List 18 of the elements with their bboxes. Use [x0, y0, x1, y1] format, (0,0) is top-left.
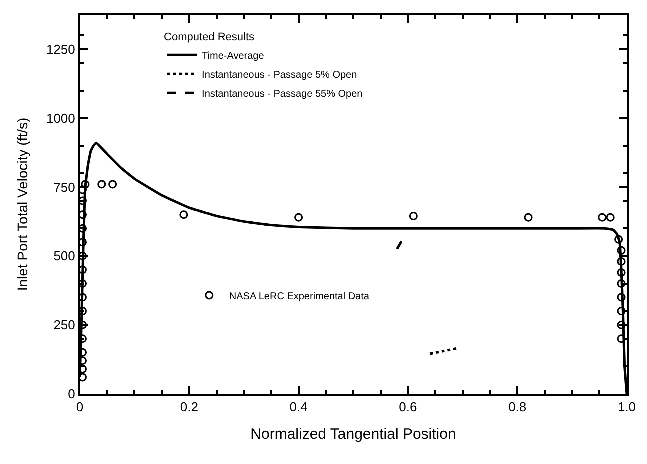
y-tick-label: 1000 — [46, 110, 76, 126]
x-tick-label: 0.2 — [180, 400, 198, 415]
legend-label: Instantaneous - Passage 5% Open — [202, 70, 358, 82]
legend-label: Time-Average — [202, 51, 265, 62]
legend-title: Computed Results — [164, 32, 256, 44]
y-axis-title: Inlet Port Total Velocity (ft/s) — [14, 118, 31, 292]
y-tick-label: 0 — [68, 386, 76, 402]
y-tick-label: 250 — [54, 318, 76, 333]
x-tick-label: 1.0 — [618, 400, 636, 415]
legend-label: NASA LeRC Experimental Data — [229, 291, 370, 302]
x-axis-title: Normalized Tangential Position — [250, 426, 456, 444]
y-tick-label: 1250 — [46, 42, 76, 57]
y-tick-label: 500 — [54, 248, 76, 264]
x-tick-label: 0.8 — [508, 400, 527, 415]
x-tick-label: 0.4 — [290, 400, 308, 415]
y-tick-label: 750 — [54, 180, 76, 195]
legend-label: Instantaneous - Passage 55% Open — [202, 89, 363, 100]
x-tick-label: 0.6 — [399, 400, 418, 415]
